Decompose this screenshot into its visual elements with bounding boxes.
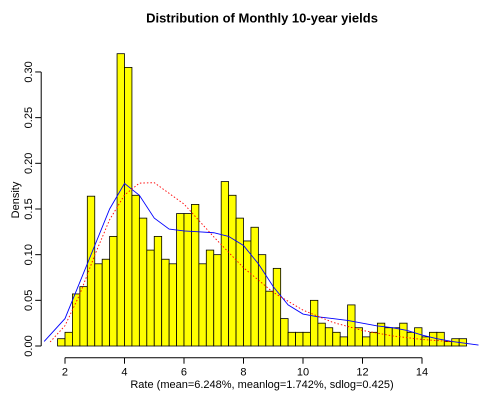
bar <box>168 263 177 347</box>
bar <box>421 336 430 347</box>
bar <box>235 217 244 347</box>
bar <box>213 254 222 347</box>
bar <box>191 204 200 347</box>
bar <box>205 249 215 347</box>
bar <box>302 331 311 347</box>
y-tick-label: 0.05 <box>23 290 35 311</box>
x-axis-label: Rate (mean=6.248%, meanlog=1.742%, sdlog… <box>130 379 393 391</box>
bar <box>280 318 289 347</box>
bar <box>198 263 207 347</box>
x-tick-label: 12 <box>356 367 368 379</box>
y-tick-label: 0.00 <box>23 335 35 356</box>
bar <box>339 336 349 347</box>
bar <box>272 267 282 347</box>
bar <box>362 336 371 347</box>
x-tick-label: 4 <box>121 367 127 379</box>
x-tick-label: 10 <box>297 367 309 379</box>
bar <box>228 194 237 347</box>
y-axis-label: Density <box>10 181 22 218</box>
bar <box>287 331 296 347</box>
bar <box>399 322 408 347</box>
bar <box>220 181 230 347</box>
bar <box>94 263 103 347</box>
bar <box>183 213 192 347</box>
bar <box>109 235 118 347</box>
bar <box>324 327 334 347</box>
bar <box>153 235 163 347</box>
bar <box>317 322 326 347</box>
x-tick-label: 8 <box>240 367 246 379</box>
bar <box>406 331 415 347</box>
bar <box>384 327 393 347</box>
bar <box>391 327 401 347</box>
y-tick-label: 0.20 <box>23 153 35 174</box>
bar <box>57 338 66 347</box>
bar <box>72 293 81 347</box>
bar <box>101 258 111 347</box>
bar <box>250 226 259 347</box>
x-tick-label: 6 <box>181 367 187 379</box>
density-line <box>49 182 452 343</box>
bar <box>332 331 341 347</box>
bar <box>257 254 267 347</box>
bar <box>414 327 423 347</box>
bar <box>265 290 274 347</box>
x-tick-label: 2 <box>62 367 68 379</box>
bar <box>243 240 252 347</box>
density-line <box>43 182 479 346</box>
bar <box>369 331 378 347</box>
bar <box>429 331 438 347</box>
bar <box>124 66 133 347</box>
bar <box>79 286 88 347</box>
bar <box>176 213 185 347</box>
bar <box>347 304 356 347</box>
y-tick-label: 0.15 <box>23 198 35 219</box>
bar <box>443 341 453 347</box>
bar <box>131 194 140 347</box>
bar <box>138 217 148 347</box>
bar <box>146 249 155 347</box>
y-tick-label: 0.10 <box>23 244 35 265</box>
y-tick-label: 0.30 <box>23 61 35 82</box>
bar <box>116 53 125 347</box>
chart-title: Distribution of Monthly 10-year yields <box>146 10 378 25</box>
bar <box>310 299 319 347</box>
bar <box>295 331 304 347</box>
x-tick-label: 14 <box>416 367 428 379</box>
bar <box>161 258 170 347</box>
bar <box>64 331 73 347</box>
y-tick-label: 0.25 <box>23 107 35 128</box>
